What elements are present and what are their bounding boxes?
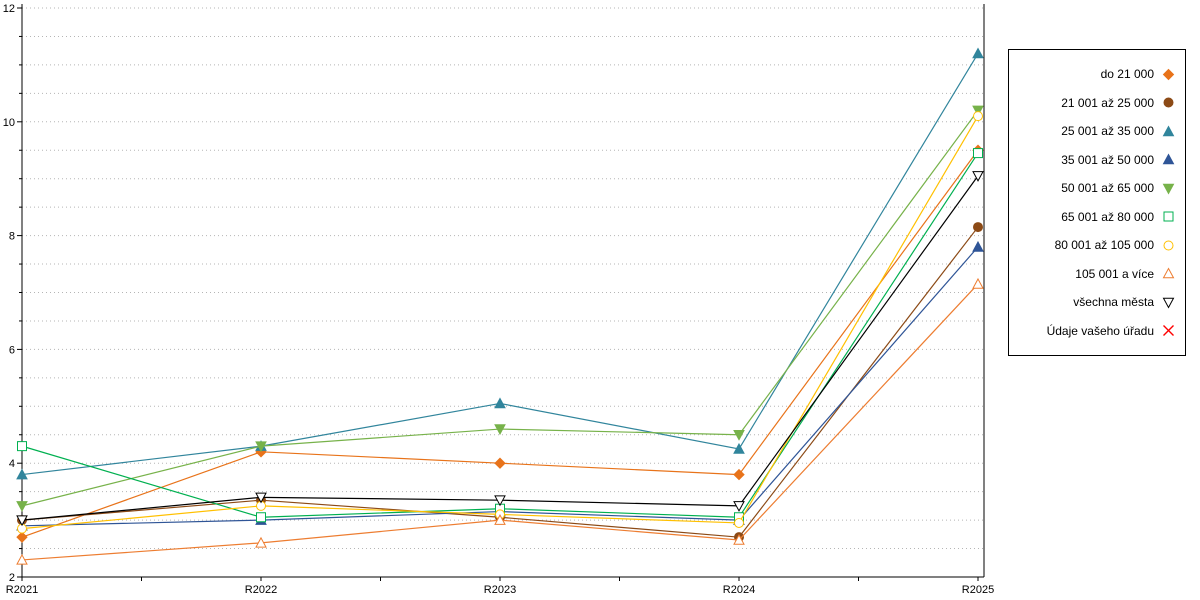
triangle-up-icon	[1162, 153, 1175, 165]
series-marker	[733, 533, 745, 545]
legend-label: do 21 000	[1100, 67, 1154, 82]
triangle-down-icon	[1162, 297, 1175, 309]
y-tick-label: 12	[3, 3, 15, 15]
series-marker	[973, 148, 983, 159]
series-marker	[733, 430, 745, 441]
legend-label: 80 001 až 105 000	[1054, 238, 1154, 253]
series-marker	[733, 501, 745, 512]
y-tick-label: 4	[9, 458, 15, 470]
legend-item: 50 001 až 65 000	[1015, 174, 1175, 203]
y-tick-label: 2	[9, 572, 15, 584]
legend-item: Údaje vašeho úřadu	[1015, 317, 1175, 346]
legend-item: 25 001 až 35 000	[1015, 117, 1175, 146]
series-marker	[972, 240, 984, 252]
series-marker	[733, 468, 745, 481]
triangle-up-icon	[1162, 267, 1175, 279]
x-tick-label: R2025	[962, 584, 994, 596]
series-marker	[494, 397, 506, 409]
legend-item: 21 001 až 25 000	[1015, 89, 1175, 118]
series-marker	[972, 277, 984, 289]
chart-legend: do 21 000 21 001 až 25 000 25 001 až 35 00…	[1008, 49, 1186, 356]
series-marker	[734, 517, 744, 528]
series-marker	[973, 111, 983, 122]
y-tick-label: 10	[3, 117, 15, 129]
diamond-icon	[1162, 68, 1175, 80]
series-marker	[973, 222, 983, 233]
series-marker	[16, 515, 28, 527]
series-line	[21, 226, 979, 538]
legend-item: 105 001 a více	[1015, 260, 1175, 289]
series-marker	[16, 468, 28, 480]
legend-item: 65 001 až 80 000	[1015, 203, 1175, 232]
legend-label: 105 001 a více	[1075, 266, 1154, 281]
legend-label: 21 001 až 25 000	[1061, 95, 1154, 110]
triangle-down-icon	[1162, 183, 1175, 195]
y-tick-label: 6	[9, 344, 15, 356]
legend-label: všechna města	[1073, 295, 1154, 310]
series-marker	[494, 457, 506, 469]
series-line	[21, 110, 979, 507]
x-tick-label: R2024	[723, 584, 755, 596]
x-tick-label: R2021	[6, 584, 38, 596]
y-tick-label: 8	[9, 231, 15, 243]
series-marker	[494, 495, 506, 507]
series-marker	[972, 47, 984, 59]
legend-item: všechna města	[1015, 288, 1175, 317]
line-chart: 2 4 6 8 10 12 R2021 R2022 R2023 R2024 R2025	[3, 3, 994, 596]
legend-label: Údaje vašeho úřadu	[1046, 323, 1154, 338]
legend-item: do 21 000	[1015, 60, 1175, 89]
triangle-up-icon	[1162, 125, 1175, 136]
series-marker	[17, 441, 27, 452]
series-line	[21, 149, 979, 538]
series-marker	[16, 553, 28, 565]
series-marker	[256, 512, 266, 523]
series-marker	[733, 442, 745, 454]
circle-icon	[1163, 97, 1174, 108]
legend-label: 50 001 až 65 000	[1061, 181, 1154, 196]
x-tick-label: R2023	[484, 584, 516, 596]
legend-label: 25 001 až 35 000	[1061, 124, 1154, 139]
series-marker	[494, 424, 506, 436]
series-marker	[494, 514, 506, 525]
legend-label: 65 001 až 80 000	[1061, 209, 1154, 224]
series-marker	[16, 531, 28, 543]
legend-item: 35 001 až 50 000	[1015, 146, 1175, 175]
legend-item: 80 001 až 105 000	[1015, 231, 1175, 260]
series-line	[21, 246, 979, 527]
series-marker	[255, 441, 267, 453]
series-marker	[972, 171, 984, 182]
x-icon	[1163, 325, 1174, 337]
series-marker	[255, 492, 267, 504]
x-tick-label: R2022	[245, 584, 277, 596]
square-icon	[1163, 211, 1174, 222]
series-marker	[16, 501, 28, 512]
circle-icon	[1163, 240, 1174, 251]
series-marker	[255, 536, 267, 548]
legend-label: 35 001 až 50 000	[1061, 152, 1154, 167]
series-marker	[972, 105, 984, 117]
